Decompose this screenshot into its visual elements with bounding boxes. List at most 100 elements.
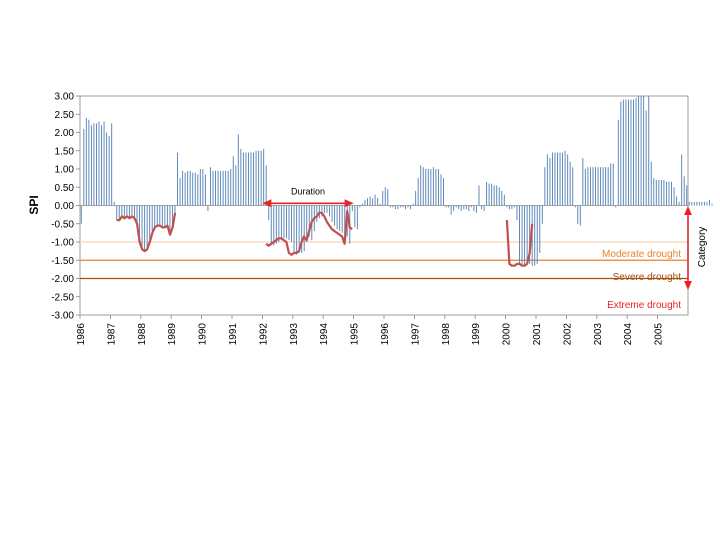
spi-bar <box>541 205 543 224</box>
spi-bar <box>263 148 265 206</box>
spi-bar <box>584 169 586 206</box>
spi-bar <box>144 205 146 252</box>
spi-bar <box>212 170 214 206</box>
spi-bar <box>351 205 353 211</box>
spi-bar <box>222 170 224 206</box>
spi-bar <box>572 167 574 206</box>
duration-arrowhead-left <box>262 199 272 208</box>
spi-bar <box>592 167 594 206</box>
spi-bar <box>549 158 551 206</box>
spi-bar <box>410 205 412 210</box>
spi-bar <box>240 148 242 206</box>
spi-bar <box>194 172 196 206</box>
spi-bar <box>605 167 607 206</box>
spi-bar <box>470 205 472 208</box>
spi-bar <box>308 205 310 237</box>
spi-bar <box>688 201 690 206</box>
drought-run-lines <box>116 209 534 267</box>
spi-bar <box>589 167 591 206</box>
spi-bar <box>671 181 672 206</box>
spi-bar <box>622 99 624 206</box>
x-tick-label: 2001 <box>532 323 543 346</box>
spi-bar <box>508 205 510 210</box>
spi-bar <box>374 194 376 206</box>
x-tick-label: 1989 <box>167 323 178 346</box>
spi-bar <box>273 205 275 246</box>
spi-bar <box>394 205 396 210</box>
spi-bar <box>265 165 267 206</box>
spi-bar <box>696 201 698 206</box>
spi-bar <box>483 205 485 211</box>
spi-bar <box>377 198 379 206</box>
spi-bar <box>521 205 523 266</box>
spi-bar <box>199 169 201 206</box>
threshold-lines <box>80 241 688 280</box>
spi-bar <box>577 205 579 224</box>
spi-bar <box>415 190 417 206</box>
severe-drought-label: Severe drought <box>613 272 682 283</box>
y-tick-label: 3.00 <box>55 92 75 103</box>
x-tick-label: 2004 <box>623 323 634 346</box>
spi-bar <box>405 205 407 210</box>
spi-bar <box>258 150 260 206</box>
spi-bar <box>187 170 189 206</box>
spi-bar <box>98 121 100 206</box>
spi-bar <box>126 205 128 217</box>
spi-bar <box>116 205 118 221</box>
y-tick-label: 0.50 <box>55 183 75 194</box>
spi-bar <box>683 176 685 206</box>
spi-bar <box>655 179 657 206</box>
spi-bar <box>108 136 110 206</box>
spi-bar <box>678 201 680 206</box>
spi-bar <box>270 205 272 244</box>
spi-bar <box>432 167 434 206</box>
spi-bar <box>612 163 614 206</box>
spi-bar <box>387 189 389 206</box>
spi-bar <box>156 205 158 226</box>
spi-bar <box>445 205 447 208</box>
spi-bar <box>189 170 191 206</box>
spi-bar <box>440 174 442 206</box>
spi-bar <box>491 183 493 206</box>
spi-bar <box>448 205 450 208</box>
spi-bar <box>278 205 280 242</box>
spi-bar <box>118 205 120 221</box>
category-arrowhead-top <box>684 206 692 215</box>
spi-bar <box>268 205 270 221</box>
spi-bar <box>427 169 429 206</box>
spi-bar <box>123 205 125 219</box>
spi-bar <box>291 205 293 242</box>
x-tick-label: 1994 <box>319 323 330 346</box>
spi-bar <box>569 161 571 206</box>
spi-bar <box>131 205 133 217</box>
y-tick-label: -0.50 <box>51 219 74 230</box>
spi-bar <box>361 203 363 206</box>
spi-bar <box>435 169 437 206</box>
y-tick-label: 0.00 <box>55 201 75 212</box>
spi-bar <box>339 205 341 232</box>
spi-bar <box>164 205 166 228</box>
spi-bar <box>544 167 546 206</box>
spi-bar <box>372 198 374 206</box>
spi-bar <box>331 205 333 222</box>
spi-bar <box>389 205 391 208</box>
spi-bar <box>101 125 103 206</box>
x-tick-label: 1993 <box>289 323 300 346</box>
spi-bar <box>665 181 667 206</box>
spi-bar <box>653 178 655 206</box>
spi-bar <box>610 163 612 206</box>
spi-bar <box>237 134 239 206</box>
spi-bar <box>329 205 331 217</box>
spi-bar <box>255 150 257 206</box>
spi-bar <box>321 205 323 217</box>
spi-bar <box>468 205 470 211</box>
spi-bar <box>422 167 424 206</box>
spi-bar <box>202 169 204 206</box>
spi-bar <box>681 154 683 206</box>
spi-bar <box>455 205 457 208</box>
spi-bar <box>354 205 356 228</box>
spi-bar <box>579 205 581 226</box>
spi-bar <box>316 205 318 222</box>
spi-bar <box>496 185 498 206</box>
spi-bar <box>676 196 678 206</box>
